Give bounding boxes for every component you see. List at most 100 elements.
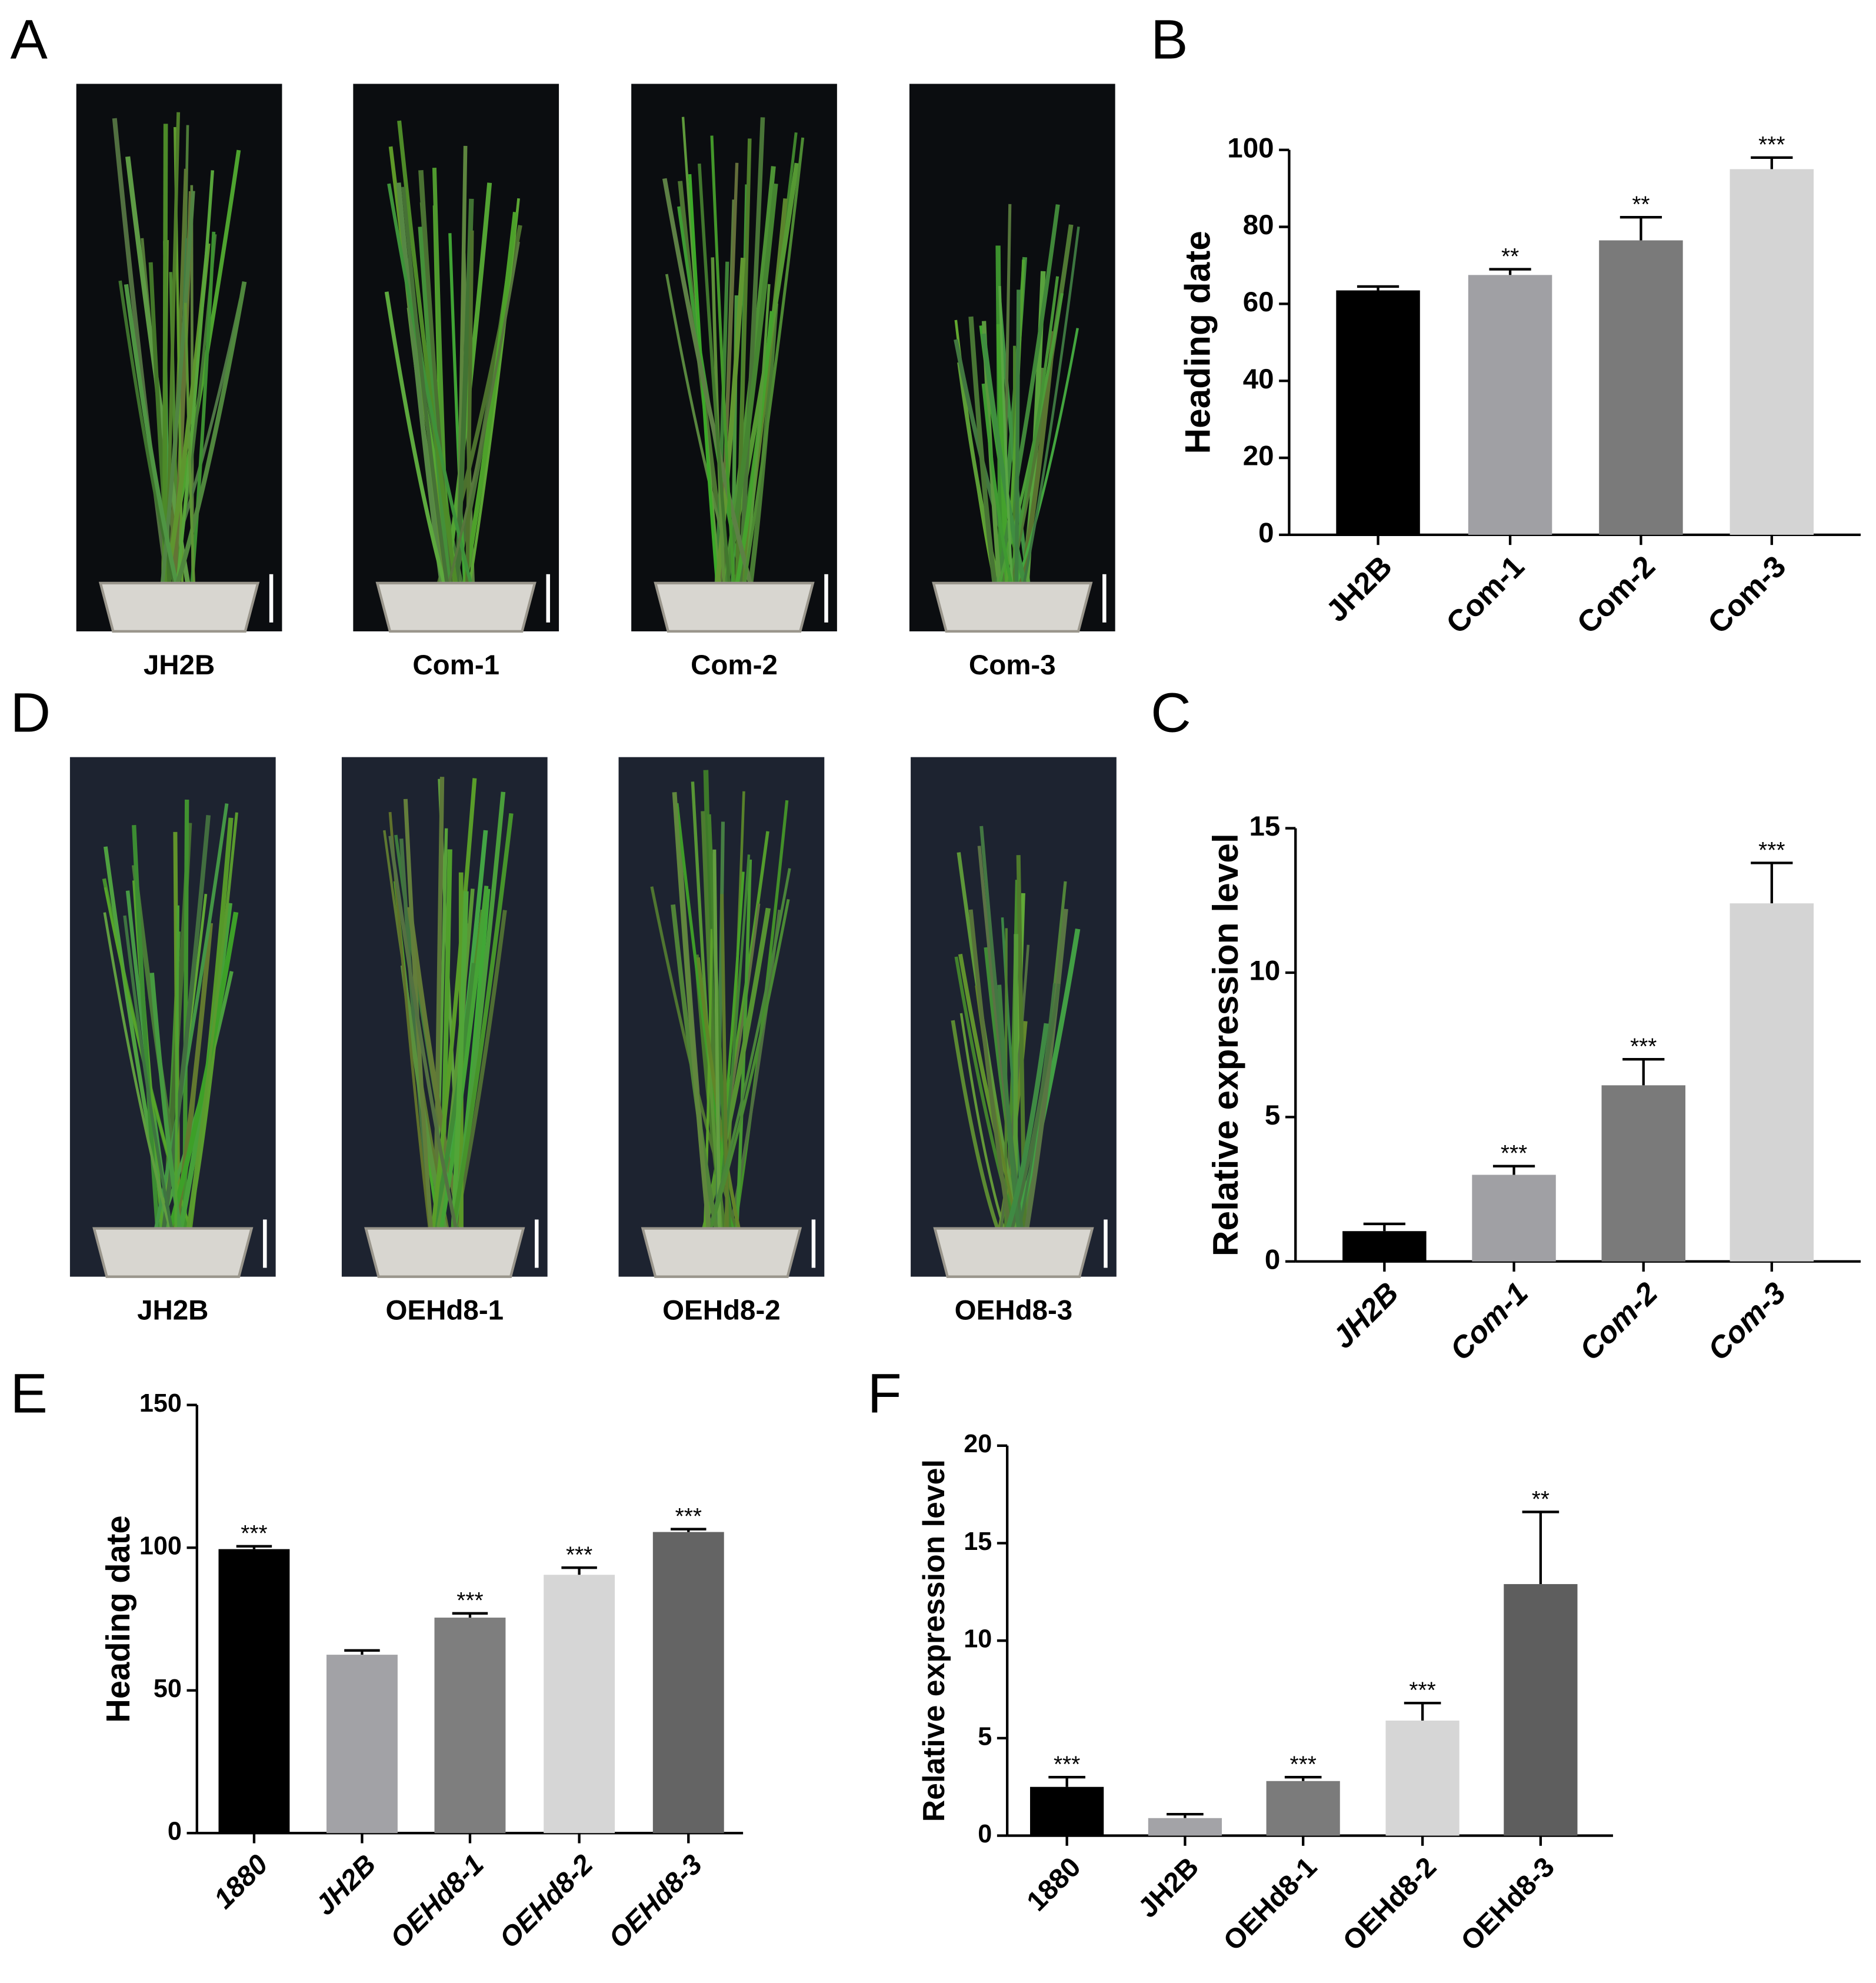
plant-leaf bbox=[103, 912, 172, 1229]
plant-leaf bbox=[396, 182, 445, 584]
y-tick-label: 80 bbox=[1243, 209, 1274, 241]
pot bbox=[641, 1227, 802, 1278]
plant-leaf bbox=[742, 137, 805, 584]
plant-leaf bbox=[162, 124, 168, 583]
panel-label: C bbox=[1151, 682, 1191, 744]
y-tick-label: 150 bbox=[139, 1389, 182, 1418]
significance-label: *** bbox=[1758, 838, 1785, 863]
x-tick-label: JH2B bbox=[1132, 1851, 1205, 1924]
plant-leaf bbox=[174, 905, 179, 1229]
plant-leaf bbox=[1015, 328, 1079, 584]
plant-leaf bbox=[154, 803, 229, 1229]
plant-leaf bbox=[968, 316, 997, 584]
x-tick-label: OEHd8-1 bbox=[1218, 1851, 1323, 1957]
bar bbox=[218, 1549, 290, 1834]
plant-leaf bbox=[168, 911, 239, 1229]
bar bbox=[1148, 1818, 1222, 1836]
panel-label: D bbox=[10, 682, 51, 744]
significance-label: *** bbox=[1501, 1141, 1527, 1166]
plant-leaf bbox=[738, 117, 765, 584]
x-tick-label: 1880 bbox=[1021, 1851, 1087, 1917]
plant-leaf bbox=[431, 778, 477, 1229]
y-tick-label: 100 bbox=[139, 1532, 182, 1561]
x-tick-label: JH2B bbox=[309, 1849, 382, 1921]
plant-leaf bbox=[995, 204, 1060, 584]
panel-label: F bbox=[868, 1363, 902, 1425]
plant-leaf bbox=[998, 286, 1014, 584]
scale-bar bbox=[1102, 574, 1107, 623]
x-tick-label: OEHd8-1 bbox=[385, 1849, 490, 1954]
panel-label: A bbox=[10, 8, 48, 71]
y-tick-label: 60 bbox=[1243, 287, 1274, 318]
bar bbox=[1472, 1175, 1556, 1262]
plant-leaf bbox=[662, 178, 752, 584]
pot bbox=[364, 1227, 525, 1278]
x-tick-label: OEHd8-3 bbox=[1455, 1851, 1561, 1957]
plant-leaf bbox=[688, 174, 719, 584]
plant-leaf bbox=[708, 868, 791, 1229]
plant-leaf bbox=[981, 383, 1013, 584]
plant-leaf bbox=[709, 899, 790, 1229]
pot bbox=[92, 1227, 254, 1278]
plant-leaf bbox=[465, 230, 474, 583]
plant-leaf bbox=[190, 231, 216, 584]
scale-bar bbox=[269, 574, 274, 623]
x-tick-label: OEHd8-3 bbox=[603, 1849, 708, 1954]
plant-leaf bbox=[132, 824, 160, 1229]
y-tick-label: 100 bbox=[1227, 132, 1274, 164]
plant-leaf bbox=[175, 170, 215, 584]
significance-label: ** bbox=[1632, 192, 1650, 218]
plant-leaf bbox=[714, 261, 729, 584]
bar bbox=[1342, 1231, 1427, 1262]
pot bbox=[933, 1227, 1094, 1278]
plant-leaf bbox=[698, 163, 731, 584]
significance-label: *** bbox=[1409, 1678, 1435, 1703]
plant-leaf bbox=[710, 135, 735, 584]
plant-leaf bbox=[981, 333, 1027, 584]
significance-label: *** bbox=[1054, 1752, 1080, 1778]
significance-label: ** bbox=[1532, 1487, 1550, 1512]
plant-leaf bbox=[968, 909, 1012, 1229]
y-axis-title: Heading date bbox=[99, 1515, 136, 1722]
bar bbox=[1730, 169, 1814, 535]
plant-leaf bbox=[720, 894, 729, 1229]
photo-caption: Com-3 bbox=[969, 650, 1056, 681]
plant-leaf bbox=[186, 812, 238, 1229]
bar bbox=[1730, 903, 1814, 1262]
x-tick-label: Com-1 bbox=[1440, 549, 1531, 640]
plant-leaf bbox=[959, 1013, 1005, 1229]
photo-caption: JH2B bbox=[144, 650, 215, 681]
y-tick-label: 10 bbox=[964, 1625, 992, 1653]
bar bbox=[1468, 275, 1552, 535]
plant-leaf bbox=[388, 836, 458, 1229]
pot bbox=[932, 581, 1093, 633]
photo-background bbox=[69, 757, 276, 1277]
plant-leaf bbox=[724, 183, 778, 584]
y-tick-label: 15 bbox=[964, 1528, 992, 1556]
scale-bar bbox=[263, 1219, 267, 1268]
plant-leaf bbox=[1022, 226, 1080, 584]
bar bbox=[1599, 240, 1683, 535]
plant-leaf bbox=[447, 241, 520, 584]
significance-label: *** bbox=[1289, 1752, 1316, 1778]
bar bbox=[1336, 290, 1420, 535]
plant-leaf bbox=[123, 915, 174, 1229]
plant-leaf bbox=[384, 291, 446, 584]
plant-leaf bbox=[951, 1020, 999, 1229]
bar bbox=[1266, 1781, 1340, 1836]
plant-leaf bbox=[401, 187, 449, 584]
x-tick-label: Com-3 bbox=[1701, 549, 1792, 640]
significance-label: *** bbox=[675, 1504, 702, 1529]
x-tick-label: Com-3 bbox=[1701, 1276, 1792, 1367]
photo-caption: Com-2 bbox=[691, 650, 778, 681]
significance-label: *** bbox=[566, 1543, 592, 1568]
plant-leaf bbox=[397, 120, 458, 584]
scale-bar bbox=[535, 1219, 539, 1268]
plant-leaf bbox=[672, 792, 711, 1229]
bar bbox=[544, 1575, 615, 1834]
bar bbox=[1504, 1584, 1578, 1836]
photo-background bbox=[353, 84, 559, 631]
plant-leaf bbox=[712, 849, 721, 1229]
x-tick-label: JH2B bbox=[1319, 549, 1399, 628]
